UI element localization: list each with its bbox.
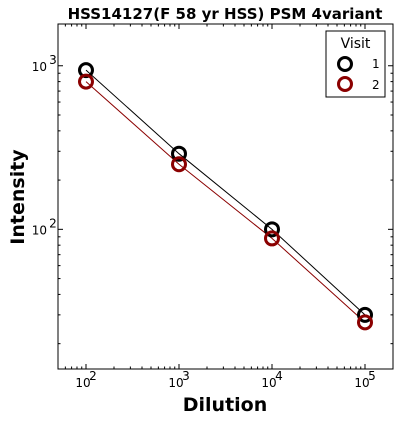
legend-label-2: 2 bbox=[372, 78, 380, 92]
x-tick-label: 10 bbox=[168, 376, 183, 390]
minor-ticks bbox=[58, 24, 393, 369]
y-tick-label-exponent: 3 bbox=[49, 53, 57, 67]
legend: Visit 1 2 bbox=[325, 30, 386, 98]
legend-box bbox=[325, 30, 386, 98]
x-axis-label: Dilution bbox=[183, 394, 268, 416]
x-tick-label: 10 bbox=[354, 376, 369, 390]
series-2-point bbox=[264, 230, 281, 247]
series-2-point bbox=[170, 156, 187, 173]
chart-title: HSS14127(F 58 yr HSS) PSM 4variant bbox=[68, 5, 383, 23]
series-1-point bbox=[264, 221, 281, 238]
series-1-line bbox=[85, 69, 366, 316]
y-axis-label: Intensity bbox=[7, 149, 29, 245]
legend-label-1: 1 bbox=[372, 57, 380, 71]
y-tick-label-exponent: 2 bbox=[49, 216, 57, 230]
x-tick-label-exponent: 5 bbox=[368, 369, 376, 383]
x-tick-label-exponent: 2 bbox=[89, 369, 97, 383]
x-tick-label: 10 bbox=[261, 376, 276, 390]
x-tick-label: 10 bbox=[75, 376, 90, 390]
series-2-line bbox=[85, 81, 366, 323]
x-tick-label-exponent: 3 bbox=[182, 369, 190, 383]
series-2-point bbox=[357, 314, 374, 331]
series-2-point bbox=[77, 73, 94, 90]
major-ticks bbox=[58, 24, 393, 369]
series-1-point bbox=[170, 145, 187, 162]
series-1-point bbox=[77, 62, 94, 79]
legend-title: Visit bbox=[341, 36, 371, 52]
legend-marker-1 bbox=[337, 56, 353, 72]
y-tick-label: 10 bbox=[32, 60, 47, 74]
y-tick-label: 10 bbox=[32, 223, 47, 237]
legend-marker-2 bbox=[337, 76, 353, 92]
x-tick-label-exponent: 4 bbox=[275, 369, 283, 383]
series-1-point bbox=[357, 306, 374, 323]
series-group bbox=[77, 62, 374, 331]
